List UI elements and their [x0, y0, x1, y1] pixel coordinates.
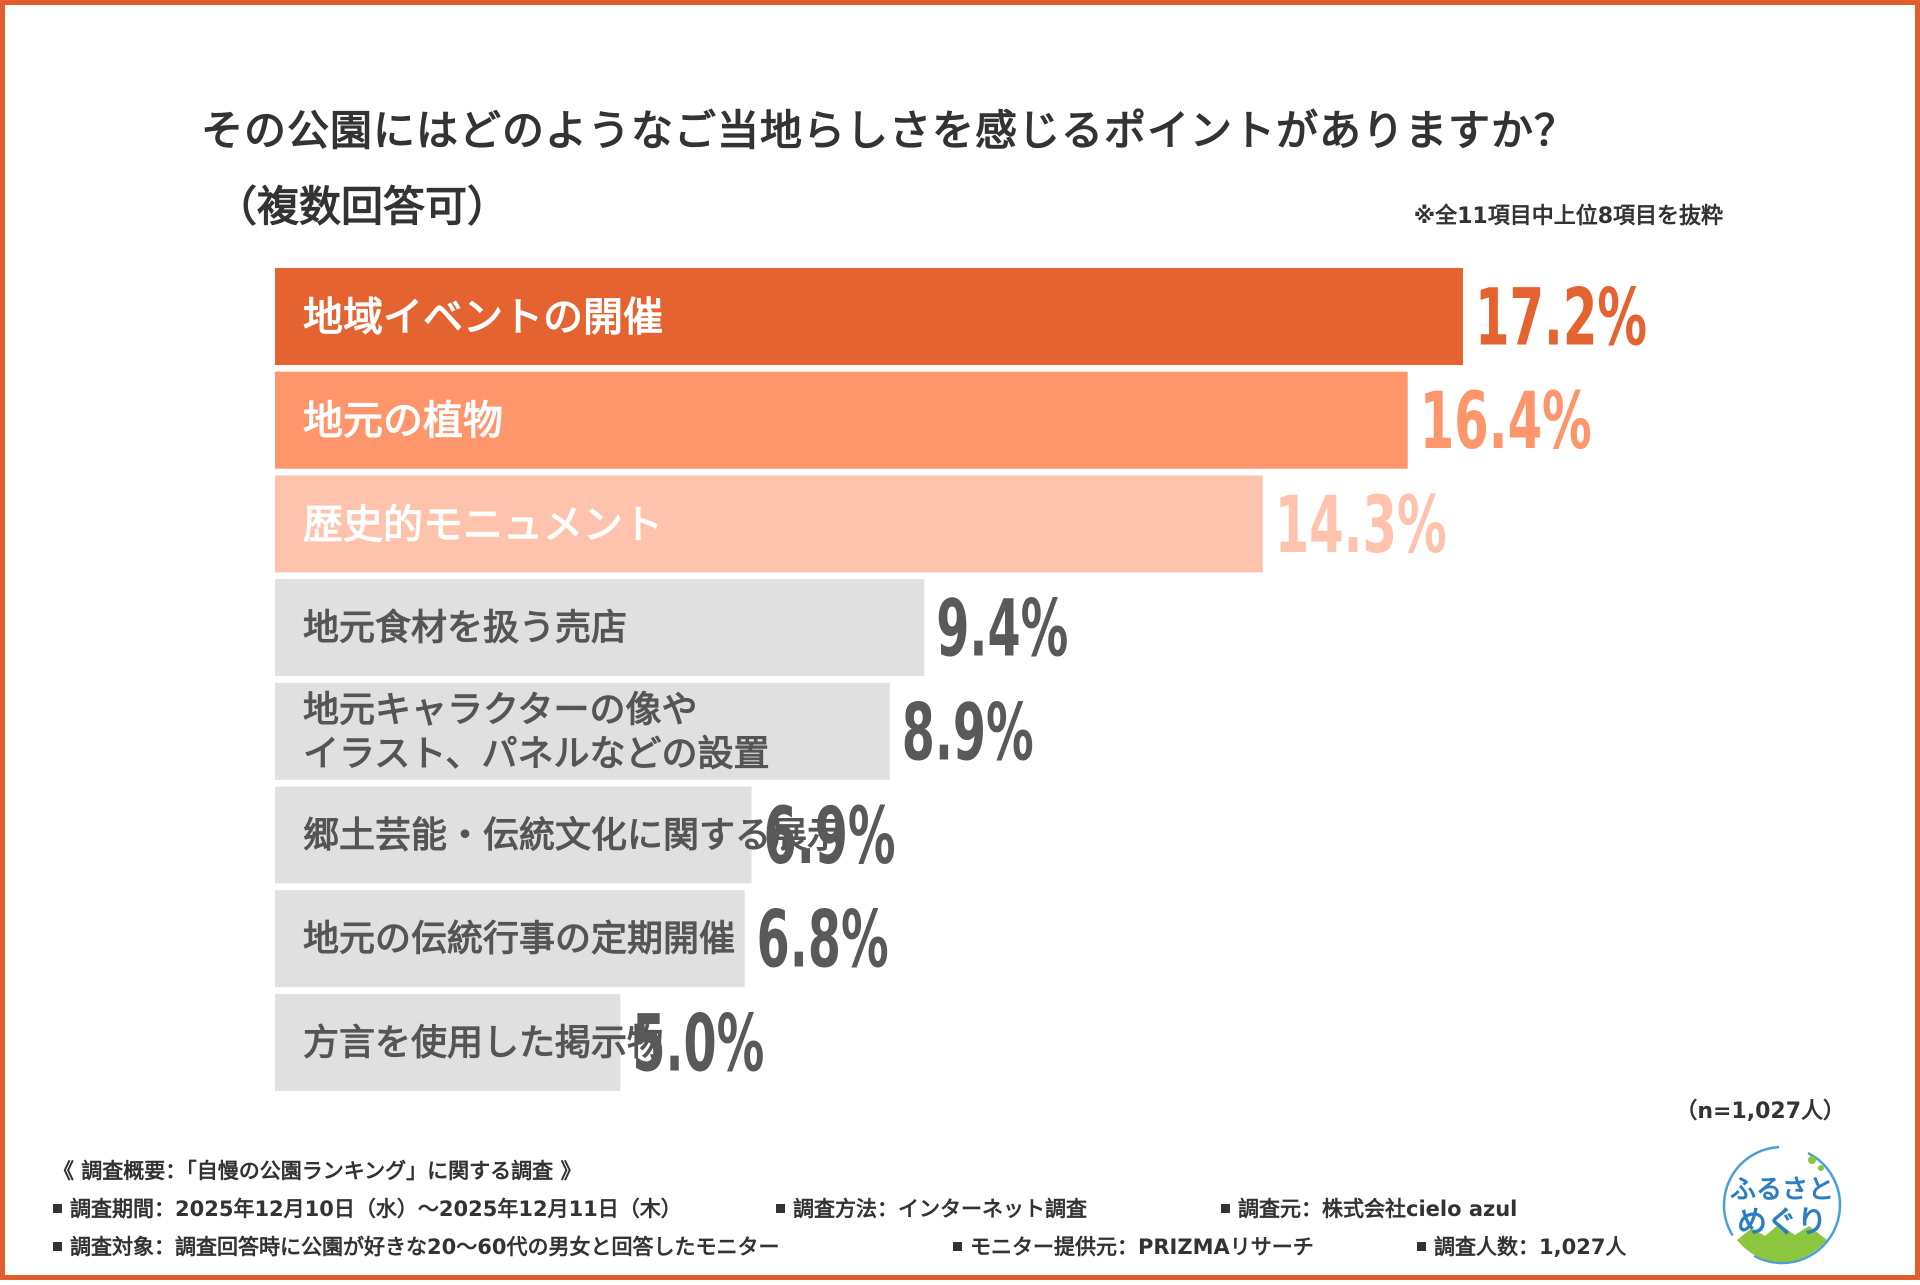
category-label-6: 郷土芸能・伝統文化に関する展示 [303, 815, 843, 856]
chart-subtitle: （複数回答可） [215, 182, 510, 231]
category-label-1: 地域イベントの開催 [303, 295, 663, 341]
category-label-8: 方言を使用した掲示物 [303, 1022, 663, 1063]
value-label-5: 8.9% [902, 688, 1034, 778]
value-label-3: 14.3% [1275, 481, 1447, 571]
category-label-5: 地元キャラクターの像やイラスト、パネルなどの設置 [303, 689, 770, 774]
value-label-7: 6.8% [757, 896, 889, 986]
bar-7 [275, 890, 745, 988]
bar-1 [275, 268, 1463, 365]
bar-4 [275, 579, 925, 677]
bar-8 [275, 993, 621, 1091]
chart-title: その公園にはどのようなご当地らしさを感じるポイントがありますか？ [201, 106, 1578, 155]
sample-size: （n=1,027人） [1675, 1099, 1845, 1124]
survey-count: 調査人数：1,027人 [1417, 1231, 1626, 1261]
survey-source: 調査元：株式会社cielo azul [1221, 1193, 1517, 1223]
value-label-4: 9.4% [936, 585, 1068, 675]
logo-text-line2: めぐり [1737, 1205, 1827, 1240]
value-label-1: 17.2% [1475, 274, 1647, 364]
bar-6 [275, 786, 752, 884]
furusato-meguri-logo: ふるさと めぐり [1722, 1145, 1842, 1265]
survey-method: 調査方法：インターネット調査 [776, 1193, 1087, 1223]
chart-note: ※全11項目中上位8項目を抜粋 [1413, 204, 1723, 229]
category-label-2: 地元の植物 [303, 398, 503, 444]
bar-5 [275, 682, 890, 780]
bar-2 [275, 371, 1408, 469]
value-label-8: 5.0% [632, 999, 764, 1089]
bar-chart: 地域イベントの開催 17.2% 地元の植物 16.4% 歴史的モニュメント 14.3% 地元… [275, 268, 1647, 1091]
category-label-7: 地元の伝統行事の定期開催 [303, 919, 735, 960]
bar-3 [275, 475, 1263, 573]
category-label-4: 地元食材を扱う売店 [303, 608, 627, 649]
survey-provider: モニター提供元：PRIZMAリサーチ [953, 1231, 1314, 1261]
logo-text-line1: ふるさと [1730, 1175, 1834, 1205]
value-label-2: 16.4% [1420, 377, 1592, 467]
survey-period: 調査期間：2025年12月10日（水）～2025年12月11日（木） [53, 1193, 682, 1223]
survey-target: 調査対象：調査回答時に公園が好きな20～60代の男女と回答したモニター [53, 1231, 779, 1261]
category-label-3: 歴史的モニュメント [303, 502, 663, 548]
value-label-6: 6.9% [764, 792, 896, 882]
survey-heading: 《 調査概要：「自慢の公園ランキング」に関する調査 》 [53, 1159, 582, 1183]
